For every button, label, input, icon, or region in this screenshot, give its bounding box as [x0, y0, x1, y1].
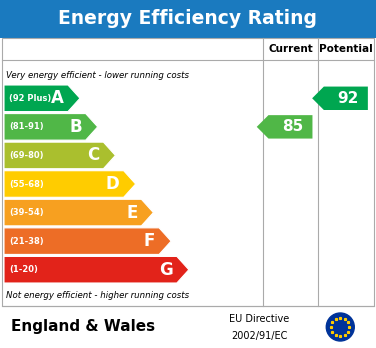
- Polygon shape: [4, 171, 136, 197]
- Polygon shape: [4, 199, 153, 226]
- Text: (21-38): (21-38): [9, 237, 44, 246]
- Circle shape: [326, 313, 354, 341]
- Polygon shape: [4, 228, 171, 254]
- Polygon shape: [257, 115, 312, 139]
- Bar: [0, 306, 376, 348]
- Text: EU Directive: EU Directive: [229, 315, 290, 324]
- Text: E: E: [126, 204, 137, 222]
- Text: Very energy efficient - lower running costs: Very energy efficient - lower running co…: [6, 71, 189, 80]
- Polygon shape: [4, 142, 115, 169]
- Text: Not energy efficient - higher running costs: Not energy efficient - higher running co…: [6, 291, 189, 300]
- Polygon shape: [4, 256, 189, 283]
- Text: 85: 85: [282, 119, 303, 134]
- Text: (39-54): (39-54): [9, 208, 44, 217]
- Text: D: D: [106, 175, 120, 193]
- Text: (69-80): (69-80): [9, 151, 44, 160]
- Text: (1-20): (1-20): [9, 265, 38, 274]
- Text: (55-68): (55-68): [9, 180, 44, 189]
- Text: A: A: [51, 89, 64, 107]
- Text: Potential: Potential: [319, 44, 373, 54]
- Text: 92: 92: [337, 91, 359, 106]
- Text: 2002/91/EC: 2002/91/EC: [231, 331, 288, 341]
- Polygon shape: [4, 113, 98, 140]
- Text: Energy Efficiency Rating: Energy Efficiency Rating: [59, 9, 317, 29]
- Text: B: B: [69, 118, 82, 136]
- Text: (81-91): (81-91): [9, 122, 44, 131]
- Text: Current: Current: [268, 44, 313, 54]
- Text: (92 Plus): (92 Plus): [9, 94, 51, 103]
- Bar: [2, 38, 374, 306]
- Polygon shape: [4, 85, 80, 112]
- Text: C: C: [87, 147, 99, 164]
- Polygon shape: [312, 87, 368, 110]
- Text: F: F: [144, 232, 155, 250]
- Text: G: G: [159, 261, 173, 279]
- Bar: [0, 0, 376, 38]
- Text: England & Wales: England & Wales: [11, 319, 155, 334]
